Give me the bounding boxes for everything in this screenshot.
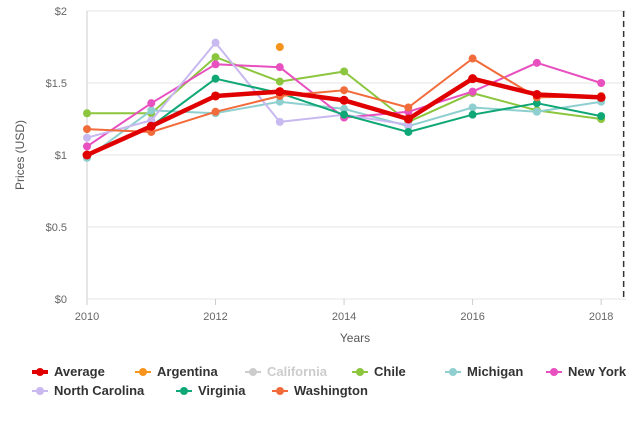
data-point-chile [83,109,91,118]
data-point-new-york [468,87,477,96]
series-layer [82,38,606,162]
legend-swatch-marker [180,387,188,395]
data-point-north-carolina [83,133,91,142]
y-tick-label: $0.5 [46,222,67,234]
data-point-argentina [275,43,284,51]
data-point-north-carolina [211,38,220,47]
data-point-new-york [211,60,220,69]
data-point-average [596,92,606,102]
data-point-michigan [275,97,284,106]
legend-swatch-marker [276,387,284,395]
series-line-north-carolina [86,41,410,139]
legend-swatch-marker [356,368,364,376]
legend-swatch-marker [249,368,257,376]
data-point-washington [468,54,477,63]
data-point-washington [340,86,349,95]
grid-layer [87,10,626,300]
legend-label: Chile [374,364,406,379]
data-point-michigan [147,106,156,115]
legend-item-average[interactable]: Average [32,364,105,379]
data-point-chile [275,77,284,86]
data-point-michigan [532,107,541,116]
legend-item-new-york[interactable]: New York [546,364,627,379]
data-point-chile [340,67,349,76]
legend-swatch-marker [36,387,44,395]
axis-layer: $0 $0.5 $1 $1.5 $2 2010 2012 2014 2016 2018 [46,6,625,323]
legend-label: Washington [294,383,368,398]
data-point-virginia [597,112,606,121]
data-point-new-york [83,142,91,151]
series-north-carolina [83,38,413,142]
legend-label: New York [568,364,627,379]
data-point-chile [211,53,220,62]
data-point-washington [404,103,413,112]
legend-swatch-marker [550,368,558,376]
data-point-michigan [468,103,477,112]
legend-swatch-marker [36,368,44,376]
x-tick-label: 2016 [460,311,484,323]
y-tick-label: $0 [55,294,67,306]
legend-layer: Average Argentina California Chile Michigan N… [32,364,627,398]
data-point-average [146,121,156,131]
x-tick-label: 2010 [75,311,99,323]
legend-label: Virginia [198,383,246,398]
legend-item-washington[interactable]: Washington [272,383,368,398]
data-point-new-york [275,63,284,72]
y-tick-label: $1.5 [46,78,67,90]
y-tick-label: $2 [55,6,67,18]
y-axis-label: Prices (USD) [13,120,27,190]
data-point-north-carolina [275,117,284,126]
data-point-average [403,114,413,124]
data-point-average [82,150,92,160]
x-tick-label: 2014 [332,311,356,323]
data-point-average [468,74,478,84]
legend-label: Average [54,364,105,379]
legend-item-virginia[interactable]: Virginia [176,383,246,398]
legend-item-california[interactable]: California [245,364,328,379]
data-point-washington [83,125,91,134]
data-point-average [532,90,542,100]
data-point-virginia [211,74,220,83]
legend-swatch-marker [139,368,147,376]
legend-item-north-carolina[interactable]: North Carolina [32,383,145,398]
legend-label: Michigan [467,364,523,379]
y-tick-label: $1 [55,150,67,162]
legend-label: California [267,364,328,379]
legend-swatch-marker [449,368,457,376]
legend-item-argentina[interactable]: Argentina [135,364,218,379]
x-tick-label: 2018 [589,311,613,323]
data-point-washington [211,107,220,116]
legend-item-chile[interactable]: Chile [352,364,406,379]
series-average [82,74,606,160]
data-point-average [275,87,285,97]
data-point-average [211,91,221,101]
data-point-virginia [468,110,477,119]
data-point-new-york [532,58,541,67]
data-point-new-york [147,99,156,108]
series-argentina [275,43,284,51]
legend-item-michigan[interactable]: Michigan [445,364,523,379]
data-point-virginia [404,127,413,136]
x-tick-label: 2012 [203,311,227,323]
x-axis-label: Years [340,331,370,345]
data-point-average [339,95,349,105]
legend-label: North Carolina [54,383,145,398]
legend-label: Argentina [157,364,218,379]
data-point-new-york [597,79,606,87]
data-point-michigan [340,104,349,113]
data-point-virginia [340,110,349,119]
data-point-virginia [532,99,541,108]
